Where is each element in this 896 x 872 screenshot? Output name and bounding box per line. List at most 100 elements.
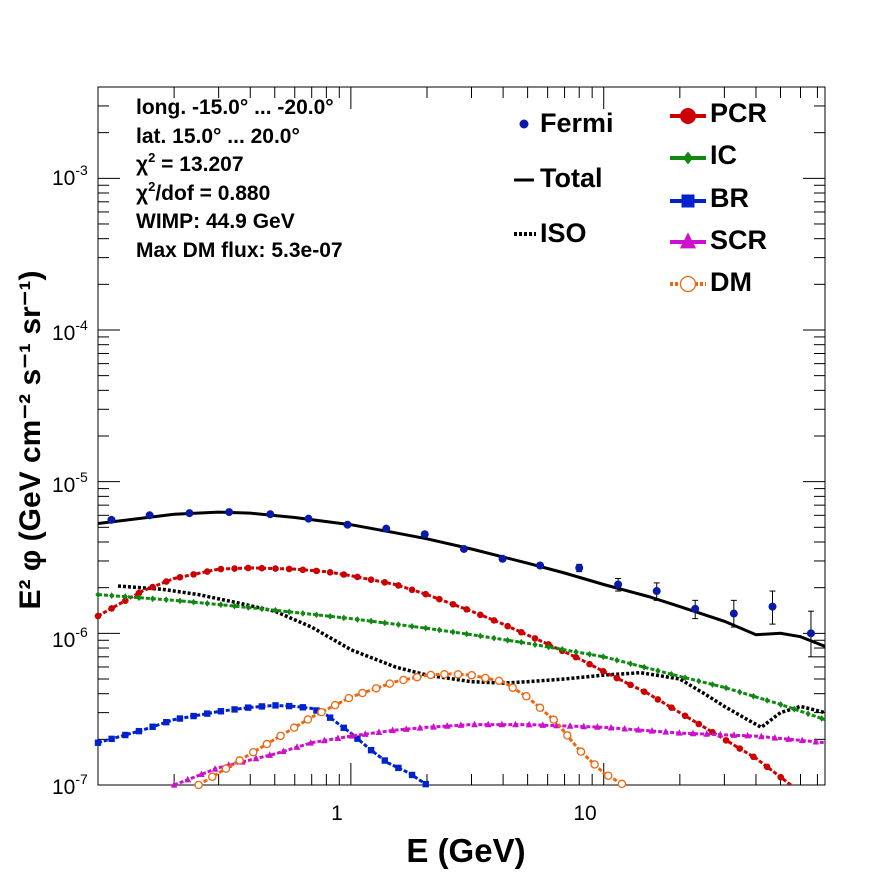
series-ic-point (791, 705, 797, 713)
series-scr-point (607, 723, 615, 731)
series-dm-point (235, 756, 244, 765)
series-dm-point (330, 700, 340, 710)
legend-ic-marker (683, 151, 693, 165)
series-dm-point (399, 675, 408, 685)
series-pcr-point (477, 611, 484, 619)
series-dm-point (481, 673, 490, 683)
series-br-point (381, 757, 388, 764)
series-scr-point (594, 723, 601, 730)
series-scr-point (566, 722, 574, 729)
series-pcr-point (695, 720, 703, 728)
series-dm-point (453, 670, 463, 679)
y-tick-label-1e-7: 10-7 (52, 771, 88, 799)
series-ic-point (395, 621, 402, 629)
info-maxdm: Max DM flux: 5.3e-07 (136, 238, 343, 262)
series-scr-point (798, 736, 806, 744)
series-dm-point (248, 747, 258, 757)
series-br-point (395, 764, 402, 772)
fermi-point (420, 530, 429, 539)
series-scr-point (539, 721, 547, 728)
series-pcr-point (244, 564, 252, 572)
fermi-point (768, 602, 777, 611)
series-dm-point (590, 760, 599, 769)
series-dm-point (576, 747, 586, 756)
fermi-point (266, 510, 275, 519)
series-br-point (94, 739, 102, 746)
series-scr-point (635, 725, 642, 733)
legend-br-marker (681, 194, 695, 208)
series-ic-point (409, 622, 415, 630)
series-scr-point (280, 747, 287, 755)
series-pcr-point (572, 653, 580, 661)
series-br-point (367, 747, 375, 754)
series-ic-point (286, 608, 292, 616)
series-pcr-point (504, 622, 511, 630)
series-ic-point (259, 605, 265, 613)
fermi-point (614, 580, 623, 589)
series-ic-point (436, 626, 442, 634)
series-scr-point (184, 775, 192, 783)
series-scr-point (198, 770, 205, 778)
series-ic-point (300, 609, 306, 617)
x-axis-title: E (GeV) (406, 832, 525, 869)
series-scr-point (348, 732, 355, 739)
legend-fermi-marker (519, 119, 529, 129)
series-pcr-point (367, 576, 375, 583)
series-iso-line (117, 584, 825, 730)
y-tick-label-1e-5: 10-5 (52, 469, 88, 497)
series-ic-point (163, 596, 169, 604)
series-br-point (245, 704, 252, 711)
series-dm-point (563, 731, 572, 740)
series-pcr-point (381, 579, 389, 586)
series-dm-point (221, 764, 231, 773)
series-br-point (190, 712, 197, 720)
series-ic-point (682, 674, 688, 682)
series-ic-point (368, 617, 374, 625)
series-scr-point (457, 721, 465, 728)
series-dm-point (494, 676, 504, 686)
series-pcr-point (258, 564, 266, 572)
fermi-point (459, 544, 468, 553)
series-pcr-point (176, 573, 184, 581)
series-pcr-point (777, 773, 785, 781)
series-dm-point (385, 679, 395, 688)
series-ic-point (150, 595, 156, 603)
series-scr-point (717, 730, 724, 738)
series-ic-point (641, 663, 647, 671)
series-br-point (163, 718, 170, 726)
series-pcr-point (217, 565, 225, 573)
series-layer (94, 510, 825, 790)
series-pcr-point (668, 704, 675, 711)
series-pcr-point (640, 688, 648, 695)
legend-dm: DM (710, 267, 752, 297)
series-pcr-point (517, 628, 525, 636)
series-pcr-point (654, 696, 662, 703)
info-wimp: WIMP: 44.9 GeV (136, 210, 295, 233)
legend-iso: ISO (540, 218, 587, 248)
x-tick-label-10: 10 (573, 802, 596, 825)
series-pcr-point (340, 571, 348, 578)
series-dm-point (317, 707, 326, 717)
series-scr-point (757, 732, 765, 740)
series-ic-point (245, 604, 251, 611)
series-ic-point (532, 641, 538, 648)
series-dm-point (426, 670, 436, 680)
series-ic-point (546, 643, 552, 651)
series-ic-point (341, 614, 347, 622)
y-tick-label-1e-4: 10-4 (52, 317, 88, 345)
series-scr-point (389, 726, 396, 734)
legend-total: Total (540, 163, 603, 193)
legend-scr-marker (680, 232, 696, 249)
series-pcr-point (722, 737, 730, 744)
fit-info: long. -15.0° ... -20.0° lat. 15.0° ... 2… (136, 94, 343, 265)
fermi-point (498, 554, 507, 563)
series-ic-point (505, 636, 511, 644)
series-scr-point (416, 724, 424, 731)
series-pcr-point (108, 605, 115, 612)
series-ic-point (450, 628, 456, 636)
series-br-point (204, 710, 211, 717)
series-dm-point (276, 731, 285, 741)
series-br-point (299, 704, 307, 711)
y-tick-label-1e-6: 10-6 (52, 624, 88, 652)
legend-pcr-marker (680, 108, 696, 124)
